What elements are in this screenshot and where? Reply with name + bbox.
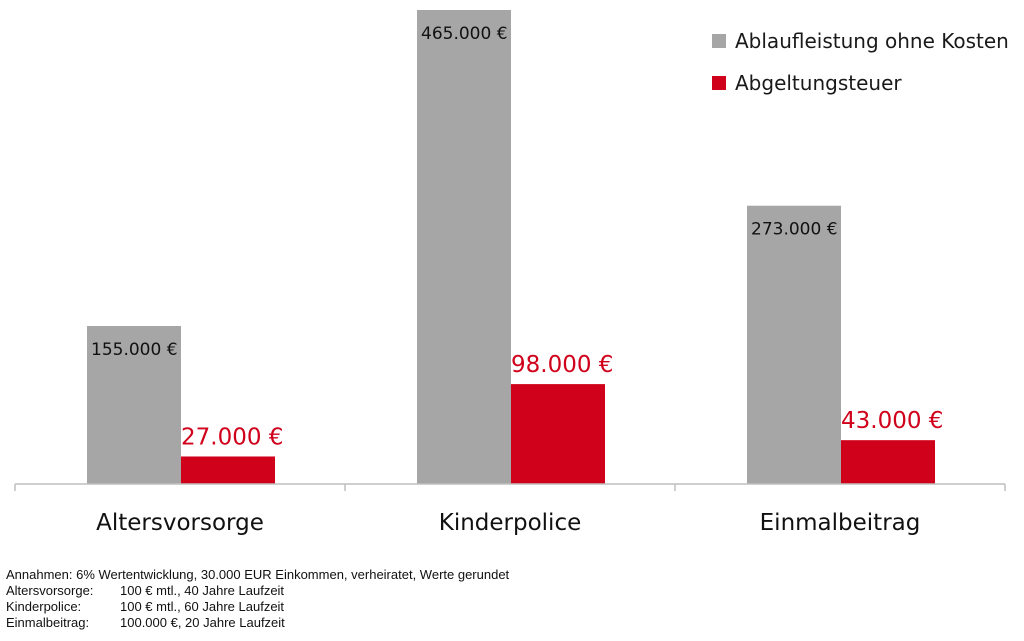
note-text: 100 € mtl., 60 Jahre Laufzeit [120,599,285,614]
bar-abgeltungsteuer-kinderpolice [511,384,605,484]
category-label-einmalbeitrag: Einmalbeitrag [760,510,921,536]
category-label-kinderpolice: Kinderpolice [439,510,582,536]
legend: Ablaufleistung ohne Kosten Abgeltungsteu… [712,20,1009,104]
legend-label-ablaufleistung: Ablaufleistung ohne Kosten [735,29,1009,53]
x-axis-category-labels: Altersvorsorge Kinderpolice Einmalbeitrag [96,510,920,536]
x-axis-ticks [14,484,1006,491]
note-label: Einmalbeitrag: [6,615,90,630]
data-label-abgeltungsteuer: 27.000 € [181,424,283,450]
bar-ablaufleistung-altersvorsorge [87,326,181,484]
bar-abgeltungsteuer-einmalbeitrag [841,440,935,484]
bar-abgeltungsteuer-altersvorsorge [181,456,275,484]
note-text: 100.000 €, 20 Jahre Laufzeit [120,615,285,630]
bar-ablaufleistung-kinderpolice [417,10,511,484]
bar-chart: 155.000 € 27.000 € 465.000 € 98.000 € 273.00… [14,10,1006,536]
legend-swatch-gray [712,34,726,48]
bars-group: 155.000 € 27.000 € 465.000 € 98.000 € 273.00… [87,10,943,484]
assumptions-intro: Annahmen: 6% Wertentwicklung, 30.000 EUR… [6,567,510,582]
bar-ablaufleistung-einmalbeitrag [747,205,841,484]
legend-item-ablaufleistung: Ablaufleistung ohne Kosten [712,20,1009,62]
note-text: 100 € mtl., 40 Jahre Laufzeit [120,583,285,598]
note-label: Kinderpolice: [6,599,82,614]
data-label-abgeltungsteuer: 98.000 € [511,352,613,378]
data-label-abgeltungsteuer: 43.000 € [841,408,943,434]
note-row-kinderpolice: Kinderpolice: 100 € mtl., 60 Jahre Laufz… [6,599,509,615]
category-label-altersvorsorge: Altersvorsorge [96,510,264,536]
legend-item-abgeltungsteuer: Abgeltungsteuer [712,62,1009,104]
data-label-ablaufleistung: 465.000 € [421,24,508,44]
legend-label-abgeltungsteuer: Abgeltungsteuer [735,71,902,95]
note-row-einmalbeitrag: Einmalbeitrag: 100.000 €, 20 Jahre Laufz… [6,615,509,631]
data-label-ablaufleistung: 155.000 € [91,340,178,360]
data-label-ablaufleistung: 273.000 € [751,220,838,240]
legend-swatch-red [712,76,726,90]
assumptions-notes: Annahmen: 6% Wertentwicklung, 30.000 EUR… [6,567,509,631]
note-label: Altersvorsorge: [6,583,94,598]
note-row-altersvorsorge: Altersvorsorge: 100 € mtl., 40 Jahre Lau… [6,583,509,599]
